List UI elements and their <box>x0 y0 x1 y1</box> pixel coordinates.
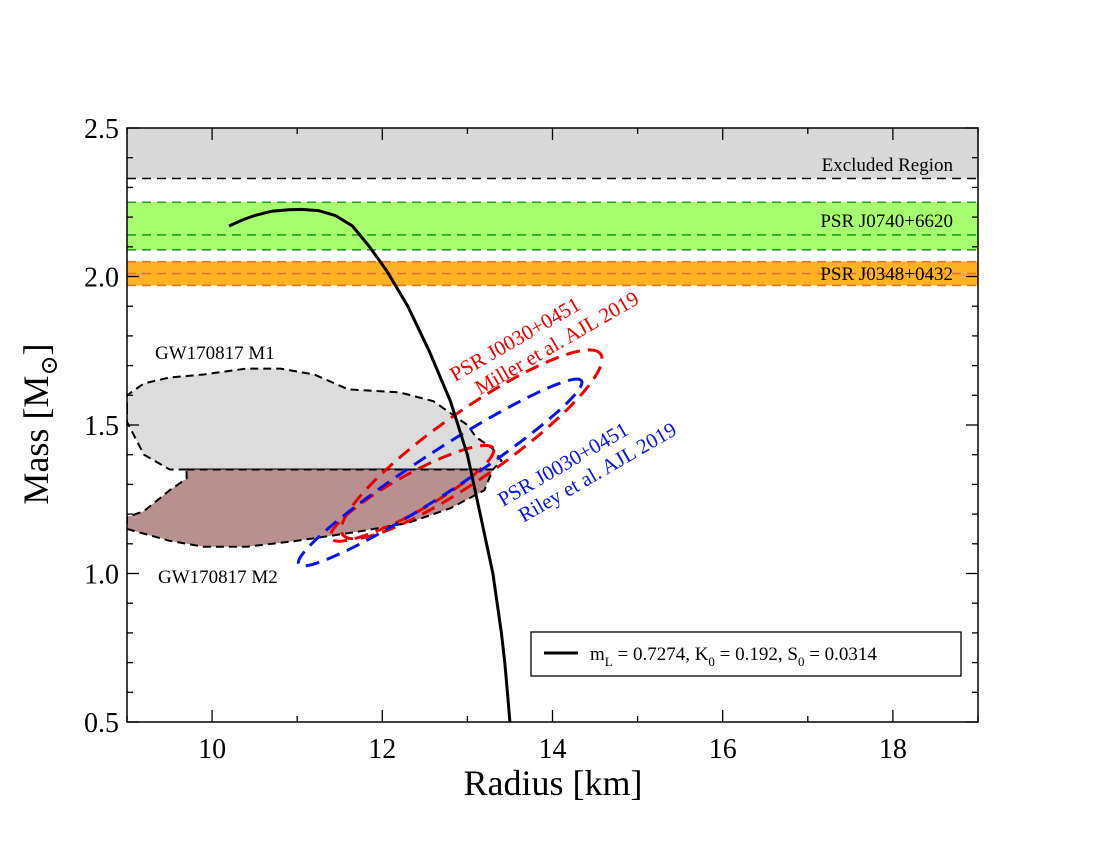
contour-riley-outer <box>296 377 584 568</box>
gw-m2-label: GW170817 M2 <box>158 567 278 588</box>
x-tick-label-12: 12 <box>368 734 396 765</box>
contour-miller-inner <box>329 444 496 543</box>
series-line-0 <box>228 207 512 722</box>
x-tick-label-16: 16 <box>709 734 737 765</box>
y-tick-label-2.5: 2.5 <box>84 114 119 145</box>
y-axis-title-main: Mass [M <box>16 376 56 505</box>
legend-label: mL = 0.7274, K0 = 0.192, S0 = 0.0314 <box>590 644 877 669</box>
contour-miller-outer <box>339 348 604 541</box>
x-tick-label-18: 18 <box>879 734 907 765</box>
band-label-j0348: PSR J0348+0432 <box>820 264 953 285</box>
miller-label-group: PSR J0030+0451 Miller et al. AJL 2019 <box>446 286 643 399</box>
legend-eq1: = 0.7274, K <box>613 644 709 665</box>
y-tick-label-2: 2.0 <box>84 263 119 294</box>
gw-region-m2 <box>127 468 495 548</box>
y-axis-title-sub: ⊙ <box>37 355 63 375</box>
legend: mL = 0.7274, K0 = 0.192, S0 = 0.0314 <box>530 631 962 677</box>
y-tick-label-0.5: 0.5 <box>84 708 119 739</box>
legend-k-sub: 0 <box>708 654 715 669</box>
riley-label-group: PSR J0030+0451 Riley et al. AJL 2019 <box>494 417 681 527</box>
x-axis-title: Radius [km] <box>464 763 643 803</box>
legend-eq2: = 0.192, S <box>715 644 798 665</box>
bands-layer <box>127 128 978 287</box>
psr-contours-layer <box>296 348 604 568</box>
legend-m-sub: L <box>605 654 613 669</box>
band-label-j0740: PSR J0740+6620 <box>820 211 953 232</box>
y-tick-label-1.5: 1.5 <box>84 411 119 442</box>
gw-m1-label: GW170817 M1 <box>155 343 275 364</box>
legend-box <box>530 631 962 677</box>
legend-s-sub: 0 <box>798 654 805 669</box>
legend-m: m <box>590 644 605 665</box>
band-label-excluded: Excluded Region <box>822 155 954 176</box>
gw-regions-layer <box>127 367 503 548</box>
legend-eq3: = 0.0314 <box>804 644 877 665</box>
y-tick-label-1: 1.0 <box>84 560 119 591</box>
gw-region-m1 <box>127 367 503 471</box>
x-tick-label-10: 10 <box>198 734 226 765</box>
x-tick-label-14: 14 <box>539 734 567 765</box>
series-layer <box>228 207 512 722</box>
y-axis-title: Mass [M⊙] <box>16 343 63 504</box>
ticks-layer: 10 12 14 16 18 0.5 1.0 1.5 2.0 2.5 <box>84 114 979 765</box>
y-axis-title-close: ] <box>16 343 56 355</box>
band-j0740 <box>127 202 978 250</box>
